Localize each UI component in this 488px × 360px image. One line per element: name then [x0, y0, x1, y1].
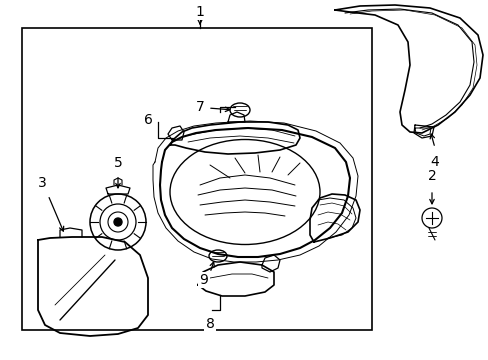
Text: 2: 2 [427, 169, 435, 183]
Text: 3: 3 [38, 176, 46, 190]
Text: 4: 4 [430, 155, 439, 169]
Circle shape [114, 218, 122, 226]
Text: 7: 7 [195, 100, 204, 114]
Text: 8: 8 [205, 317, 214, 331]
Text: 6: 6 [143, 113, 152, 127]
Bar [22, 28, 371, 330]
Text: 1: 1 [195, 5, 204, 19]
Text: 9: 9 [199, 273, 208, 287]
Text: 5: 5 [113, 156, 122, 170]
